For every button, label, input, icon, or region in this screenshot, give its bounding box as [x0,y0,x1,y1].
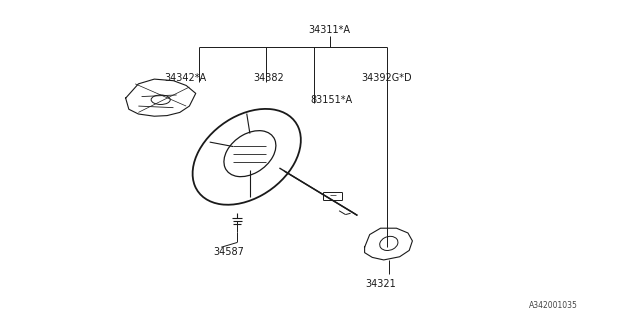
Text: 34321: 34321 [365,279,396,289]
Text: 34392G*D: 34392G*D [362,73,412,83]
Text: 83151*A: 83151*A [310,95,353,105]
Text: 34587: 34587 [213,247,244,257]
Text: A342001035: A342001035 [529,301,578,310]
Text: 34382: 34382 [253,73,284,83]
Text: 34311*A: 34311*A [308,25,351,35]
Text: 34342*A: 34342*A [164,73,206,83]
